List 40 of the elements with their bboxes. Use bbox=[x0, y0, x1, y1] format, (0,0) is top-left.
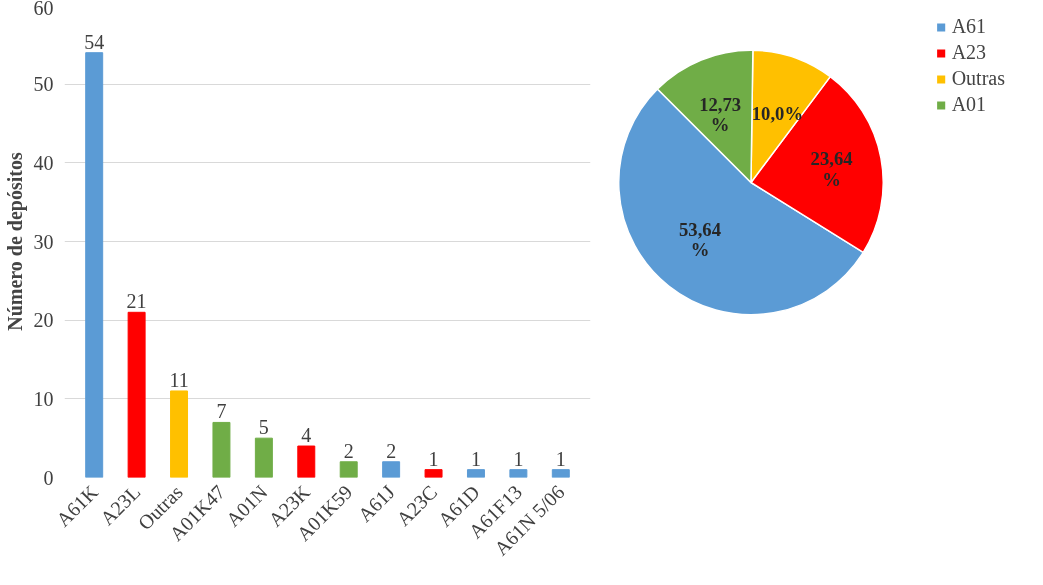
bar bbox=[551, 469, 570, 478]
data-label: 5 bbox=[258, 416, 269, 439]
y-tick-label: 60 bbox=[33, 0, 54, 19]
bar bbox=[170, 390, 189, 478]
data-label: 23,64 % bbox=[810, 148, 853, 190]
bar bbox=[424, 469, 443, 478]
data-label: 53,64 % bbox=[679, 219, 721, 261]
y-tick-label: 30 bbox=[33, 230, 54, 253]
bar bbox=[509, 469, 528, 478]
data-label: 21 bbox=[126, 290, 147, 313]
y-axis-title: Número de depósitos bbox=[3, 152, 27, 331]
data-label: 1 bbox=[555, 447, 566, 470]
data-label: 11 bbox=[169, 368, 189, 391]
legend-label: Outras bbox=[951, 67, 1005, 90]
y-tick-label: 0 bbox=[43, 466, 54, 489]
data-label: 2 bbox=[386, 439, 397, 462]
data-label: 1 bbox=[470, 447, 481, 470]
bar bbox=[127, 311, 146, 478]
bar bbox=[339, 461, 358, 478]
bar bbox=[212, 421, 231, 478]
y-tick-label: 20 bbox=[33, 309, 54, 332]
data-label: 12,73 % bbox=[699, 94, 742, 136]
data-label: 54 bbox=[84, 30, 105, 53]
legend-label: A01 bbox=[951, 93, 987, 116]
bar bbox=[297, 445, 316, 478]
bar bbox=[466, 469, 485, 478]
bar bbox=[254, 437, 273, 478]
data-label: 7 bbox=[216, 400, 227, 423]
data-label: 1 bbox=[428, 447, 439, 470]
data-label: 2 bbox=[343, 439, 354, 462]
data-label: 4 bbox=[301, 424, 312, 447]
bar bbox=[85, 52, 104, 478]
bar bbox=[382, 461, 401, 478]
y-tick-label: 10 bbox=[33, 387, 54, 410]
y-tick-label: 40 bbox=[33, 151, 54, 174]
data-label: 1 bbox=[513, 447, 524, 470]
legend-label: A61 bbox=[951, 15, 987, 38]
legend-label: A23 bbox=[951, 41, 987, 64]
data-label: 10,0% bbox=[751, 102, 804, 124]
y-tick-label: 50 bbox=[33, 73, 54, 96]
